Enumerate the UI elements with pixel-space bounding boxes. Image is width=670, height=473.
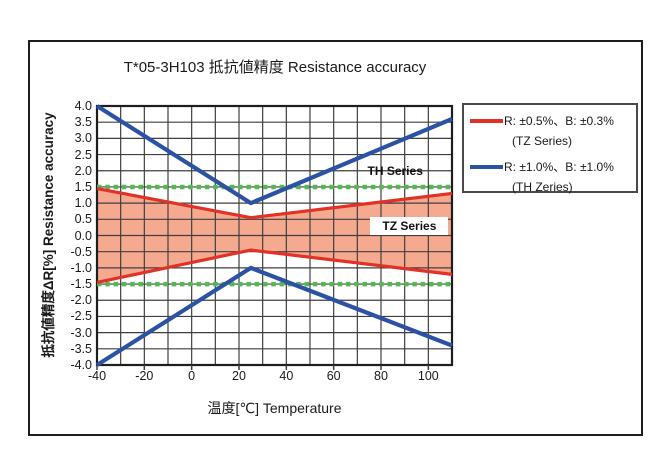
chart-canvas [95,104,454,370]
chart-title: T*05-3H103 抵抗値精度 Resistance accuracy [123,59,427,76]
y-tick-label: -1.0 [70,260,92,275]
x-tick-label: 100 [417,369,439,383]
legend-box: R: ±0.5%、B: ±0.3% (TZ Series) R: ±1.0%、B… [462,103,638,194]
chart-annotations: TH Series TZ Series [97,106,452,365]
y-tick-label: -3.5 [70,341,92,356]
y-tick-label: -1.5 [70,277,92,292]
plot-area: TH Series TZ Series [95,104,454,370]
series-line-th [95,265,453,367]
series-line-tz [96,248,453,285]
y-tick-label: -2.5 [70,309,92,324]
x-tick-label: 60 [326,369,341,383]
y-axis-label: 抵抗値精度ΔR[%] Resistance accuracy [41,112,56,358]
y-tick-label: 3.5 [74,115,92,130]
legend-label-tz: R: ±0.5%、B: ±0.3% [504,114,614,128]
legend-swatch-blue-line [470,164,503,169]
y-tick-label: 0.5 [74,212,92,227]
legend-row-tz: R: ±0.5%、B: ±0.3% [470,110,636,131]
y-tick-label: -3.0 [70,325,92,340]
plot-border [95,104,454,367]
x-tick-label: 0 [188,369,196,383]
legend-row-th: R: ±1.0%、B: ±1.0% [470,156,636,177]
y-tick-label: 0.0 [74,228,92,243]
y-tick-label: 4.0 [74,99,92,113]
x-tick-label: 40 [279,369,294,383]
y-tick-label: 2.5 [74,147,92,162]
annotation-th-series: TH Series [367,163,423,178]
legend-label-th: R: ±1.0%、B: ±1.0% [504,160,614,174]
y-tick-label: 3.0 [74,131,92,146]
x-axis-label: 温度[℃] Temperature [207,400,342,416]
y-tick-label: -2.0 [70,293,92,308]
series-line-th [95,104,453,206]
y-tick-label: 2.0 [74,163,92,178]
y-tick-label: -0.5 [70,244,92,259]
x-tick-label: 80 [374,369,388,383]
legend-entry-tz: R: ±0.5%、B: ±0.3% (TZ Series) [470,110,636,151]
legend-swatch-red-line [470,118,503,123]
y-tick-label: -4.0 [70,358,92,372]
legend-entry-th: R: ±1.0%、B: ±1.0% (TH Zeries) [470,156,636,197]
annotation-tz-series: TZ Series [370,216,449,235]
x-tick-label: 20 [232,369,246,383]
y-tick-label: 1.5 [74,179,92,194]
y-tick-label: 1.0 [74,196,92,211]
x-tick-label: -40 [87,369,107,383]
series-line-tz [96,186,453,220]
x-tick-label: -20 [135,369,154,383]
legend-sublabel-tz: (TZ Series) [512,134,572,148]
legend-sublabel-th: (TH Zeries) [512,180,573,194]
